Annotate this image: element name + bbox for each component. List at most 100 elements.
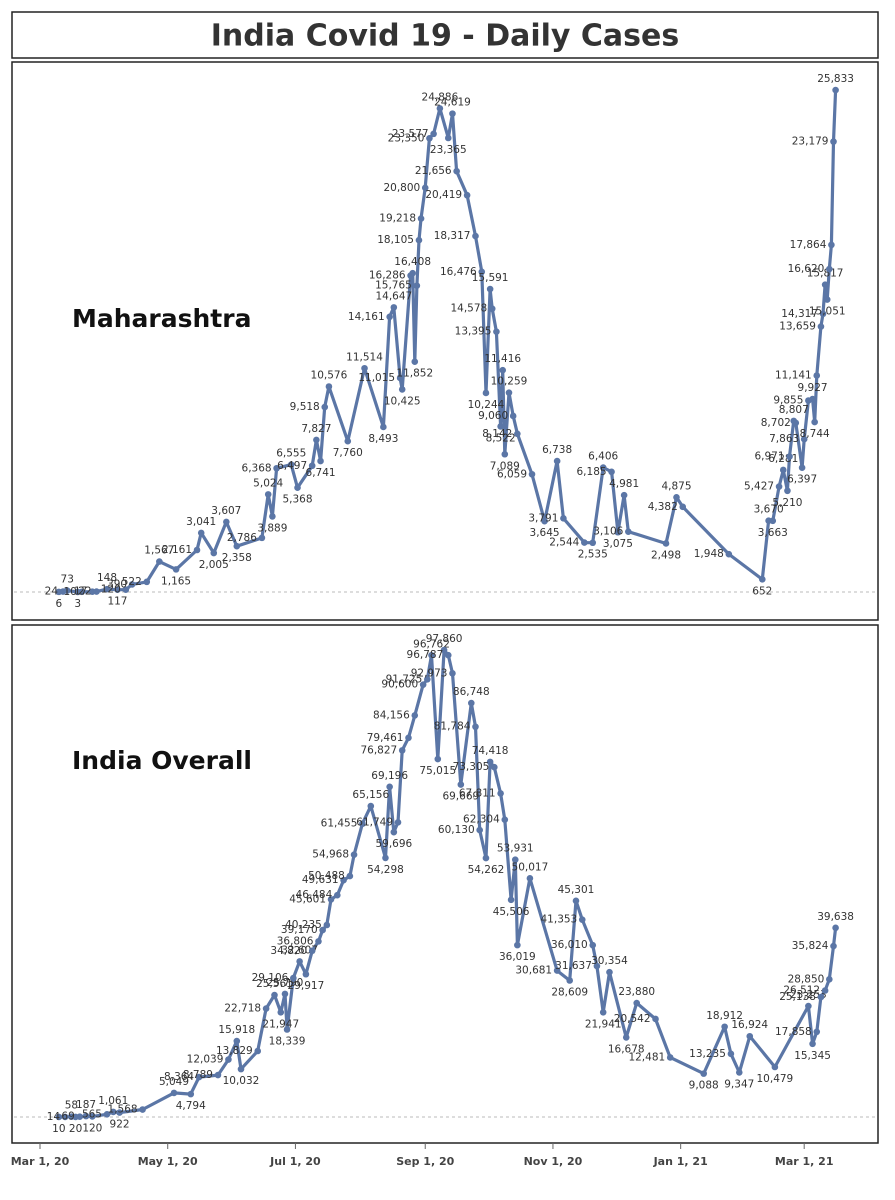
point [599, 1009, 607, 1016]
data-label: 22 [78, 586, 91, 598]
point [800, 435, 808, 443]
point [813, 1028, 821, 1036]
data-label: 50,017 [512, 861, 549, 873]
data-label: 6,397 [787, 474, 817, 486]
data-label: 32,607 [281, 944, 318, 956]
data-label: 41,353 [541, 914, 578, 926]
point [625, 528, 632, 535]
point [725, 550, 733, 558]
point [76, 1113, 84, 1120]
data-label: 6,741 [306, 467, 336, 479]
point [476, 826, 483, 834]
data-label: 21,941 [585, 1018, 622, 1030]
data-label: 3,075 [603, 538, 633, 550]
data-label: 10,259 [491, 376, 528, 388]
point [436, 105, 444, 112]
data-label: 25,138 [779, 991, 816, 1003]
point [421, 184, 429, 192]
point [223, 518, 230, 526]
data-label: 28,609 [551, 986, 588, 998]
point [214, 1071, 222, 1079]
point [514, 430, 521, 438]
point [187, 1090, 195, 1098]
data-label: 20,542 [614, 1013, 651, 1025]
point [193, 546, 201, 554]
point [61, 1113, 69, 1121]
data-label: 23,179 [792, 136, 829, 148]
data-label: 390 [107, 578, 127, 590]
data-label: 24 [45, 586, 59, 598]
point [507, 896, 515, 904]
data-label: 15,345 [794, 1050, 831, 1062]
point [325, 383, 333, 390]
point [417, 215, 425, 222]
point [821, 987, 829, 994]
data-label: 3,889 [257, 522, 287, 534]
data-label: 96,762 [413, 638, 450, 650]
point [817, 323, 825, 330]
point [578, 916, 586, 923]
point [497, 790, 504, 797]
data-label: 14,317 [781, 308, 818, 320]
data-label: 20,419 [425, 189, 462, 201]
point [413, 282, 421, 289]
data-label: 24,619 [434, 97, 471, 109]
x-tick-label: Mar 1, 21 [775, 1155, 834, 1168]
data-label: 15,918 [218, 1024, 255, 1036]
data-label: 12,039 [187, 1054, 224, 1066]
point [541, 517, 548, 525]
data-label: 8,744 [800, 428, 830, 440]
point [380, 423, 387, 431]
point [572, 897, 580, 905]
data-label: 28,850 [788, 973, 825, 985]
point [271, 991, 278, 999]
point [334, 891, 341, 899]
data-label: 5,368 [282, 494, 312, 506]
point [622, 1034, 630, 1041]
point [390, 304, 398, 311]
data-label: 15,765 [375, 280, 412, 292]
point [428, 651, 435, 659]
data-label: 76,827 [360, 744, 397, 756]
data-label: 23,365 [430, 144, 467, 156]
data-label: 97,860 [426, 633, 463, 645]
point [258, 534, 266, 542]
point [826, 265, 833, 273]
point [700, 1070, 707, 1077]
data-label: 84,156 [373, 709, 410, 721]
data-label: 14,578 [450, 303, 487, 315]
data-label: 7,089 [490, 460, 520, 472]
data-label: 21,947 [262, 1018, 299, 1030]
data-label: 69,196 [371, 770, 408, 782]
point [170, 1089, 178, 1097]
data-label: 36,010 [551, 939, 588, 951]
data-label: 49,631 [302, 874, 339, 886]
data-label: 15,051 [809, 306, 846, 318]
point [817, 993, 825, 1001]
main-title: India Covid 19 - Daily Cases [211, 19, 679, 54]
data-label: 3,106 [593, 526, 623, 538]
point [832, 924, 839, 932]
point [759, 576, 766, 583]
point [501, 450, 509, 458]
x-tick-label: Jan 1, 21 [653, 1155, 708, 1168]
point [811, 418, 818, 426]
data-label: 11,015 [358, 372, 395, 384]
data-label: 15,591 [472, 272, 509, 284]
data-label: 922 [110, 1119, 130, 1131]
point [771, 1063, 779, 1071]
data-label: 2,535 [578, 549, 608, 561]
point [769, 517, 777, 525]
point [411, 712, 419, 719]
point [735, 1069, 743, 1076]
point [798, 464, 806, 471]
data-label: 1,948 [694, 548, 724, 560]
data-label: 11,141 [775, 370, 812, 382]
data-label: 36,806 [277, 935, 314, 947]
point [114, 586, 121, 594]
data-label: 4,382 [648, 501, 678, 513]
data-label: 36,019 [499, 951, 536, 963]
data-label: 96,787 [407, 649, 444, 661]
point [679, 503, 687, 511]
point [405, 734, 412, 742]
